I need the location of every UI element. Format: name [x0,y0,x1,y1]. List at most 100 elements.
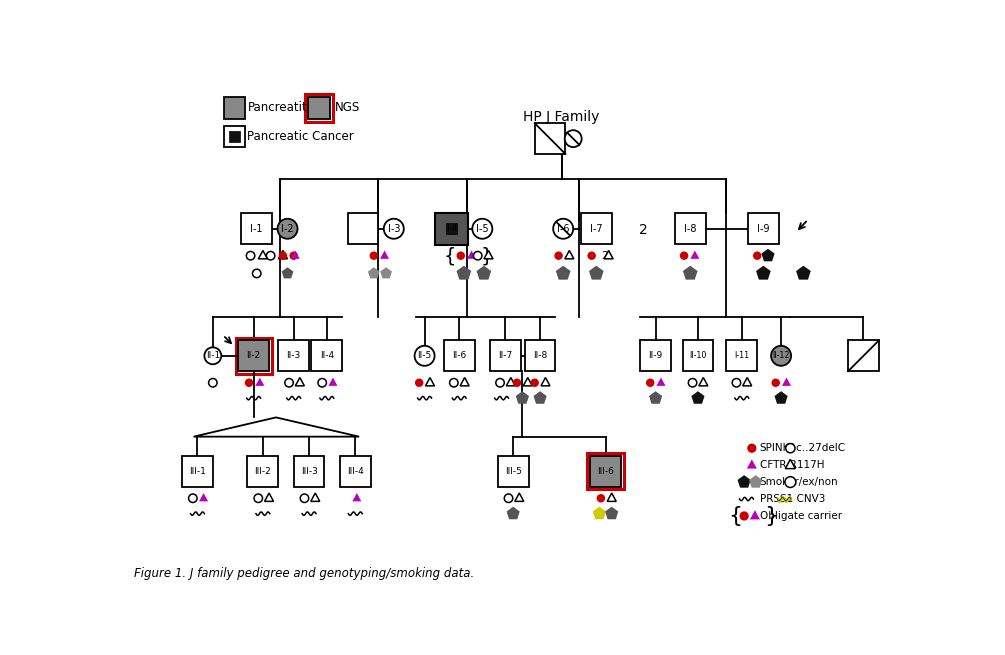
Bar [444,341,474,371]
Polygon shape [593,507,606,519]
Bar [490,341,521,371]
Text: 2: 2 [601,252,608,261]
Polygon shape [782,377,791,386]
Text: I-7: I-7 [590,224,603,234]
Circle shape [688,379,696,387]
Circle shape [300,494,309,502]
Text: I-1: I-1 [250,224,263,234]
Polygon shape [683,266,697,280]
Bar [182,456,213,487]
Polygon shape [460,377,469,386]
Text: III-2: III-2 [254,467,271,476]
Polygon shape [541,377,550,386]
Bar [293,456,325,487]
Circle shape [246,252,255,260]
Text: HP J Family: HP J Family [524,110,600,124]
Bar [224,126,245,147]
Text: I-11: I-11 [735,351,750,360]
Polygon shape [743,377,752,386]
Bar [581,214,612,244]
Text: II-2: II-2 [246,351,260,360]
Polygon shape [690,250,699,259]
Text: I-3: I-3 [388,224,400,234]
Polygon shape [589,266,604,280]
Text: SPINK1c..27delC: SPINK1c..27delC [760,443,845,453]
Polygon shape [467,250,476,259]
Bar [727,341,757,371]
Circle shape [189,494,197,502]
Circle shape [384,219,404,239]
Polygon shape [264,493,273,501]
Circle shape [785,477,796,487]
Circle shape [456,252,465,260]
Polygon shape [762,249,775,261]
Bar [535,123,566,154]
Polygon shape [524,377,533,386]
Text: III-5: III-5 [505,467,522,476]
Bar [235,338,271,374]
Text: Smoker/ex/non: Smoker/ex/non [760,477,838,487]
Text: NGS: NGS [335,102,360,115]
Text: I-8: I-8 [684,224,696,234]
Circle shape [204,347,221,364]
Polygon shape [698,377,708,386]
Polygon shape [756,266,771,280]
Text: }: } [480,246,493,265]
Bar [446,223,457,234]
Circle shape [679,252,688,260]
Circle shape [531,379,539,387]
Polygon shape [605,507,618,519]
Circle shape [772,379,780,387]
Circle shape [245,379,253,387]
Circle shape [252,269,261,278]
Bar [435,213,467,245]
Circle shape [370,252,378,260]
Circle shape [254,494,262,502]
Bar [340,456,371,487]
Polygon shape [368,267,380,278]
Text: II-5: II-5 [417,351,432,360]
Circle shape [553,219,573,239]
Text: II-3: II-3 [286,351,300,360]
Text: I-5: I-5 [476,224,488,234]
Polygon shape [750,510,760,519]
Text: I-4: I-4 [446,224,457,233]
Text: II-1: II-1 [206,351,220,360]
Circle shape [748,443,757,453]
Polygon shape [476,266,491,280]
Polygon shape [456,266,471,280]
Bar [588,453,624,489]
Text: {: { [444,246,456,265]
Bar [278,341,310,371]
Polygon shape [380,250,389,259]
Polygon shape [329,377,338,386]
Polygon shape [516,391,529,403]
Circle shape [318,379,327,387]
Text: PRSS1 CNV3: PRSS1 CNV3 [760,494,825,504]
Text: CFTR R117H: CFTR R117H [760,460,824,470]
Text: II-4: II-4 [320,351,334,360]
Bar [590,456,621,487]
Text: III-4: III-4 [347,467,364,476]
Circle shape [449,379,458,387]
Bar [682,341,714,371]
Polygon shape [749,475,762,488]
Circle shape [588,252,596,260]
Text: I-2: I-2 [281,224,293,234]
Circle shape [209,379,217,387]
Circle shape [415,346,434,365]
Bar [238,341,269,371]
Circle shape [740,512,749,521]
Text: I-6: I-6 [557,224,570,234]
Polygon shape [295,377,305,386]
Polygon shape [649,391,662,403]
Polygon shape [656,377,665,386]
Bar [309,97,330,119]
Circle shape [289,252,297,260]
Text: II-7: II-7 [498,351,513,360]
Polygon shape [425,377,434,386]
Text: {: { [728,506,742,526]
Text: Pancreatitis: Pancreatitis [247,102,317,115]
Circle shape [495,379,505,387]
Circle shape [415,379,423,387]
